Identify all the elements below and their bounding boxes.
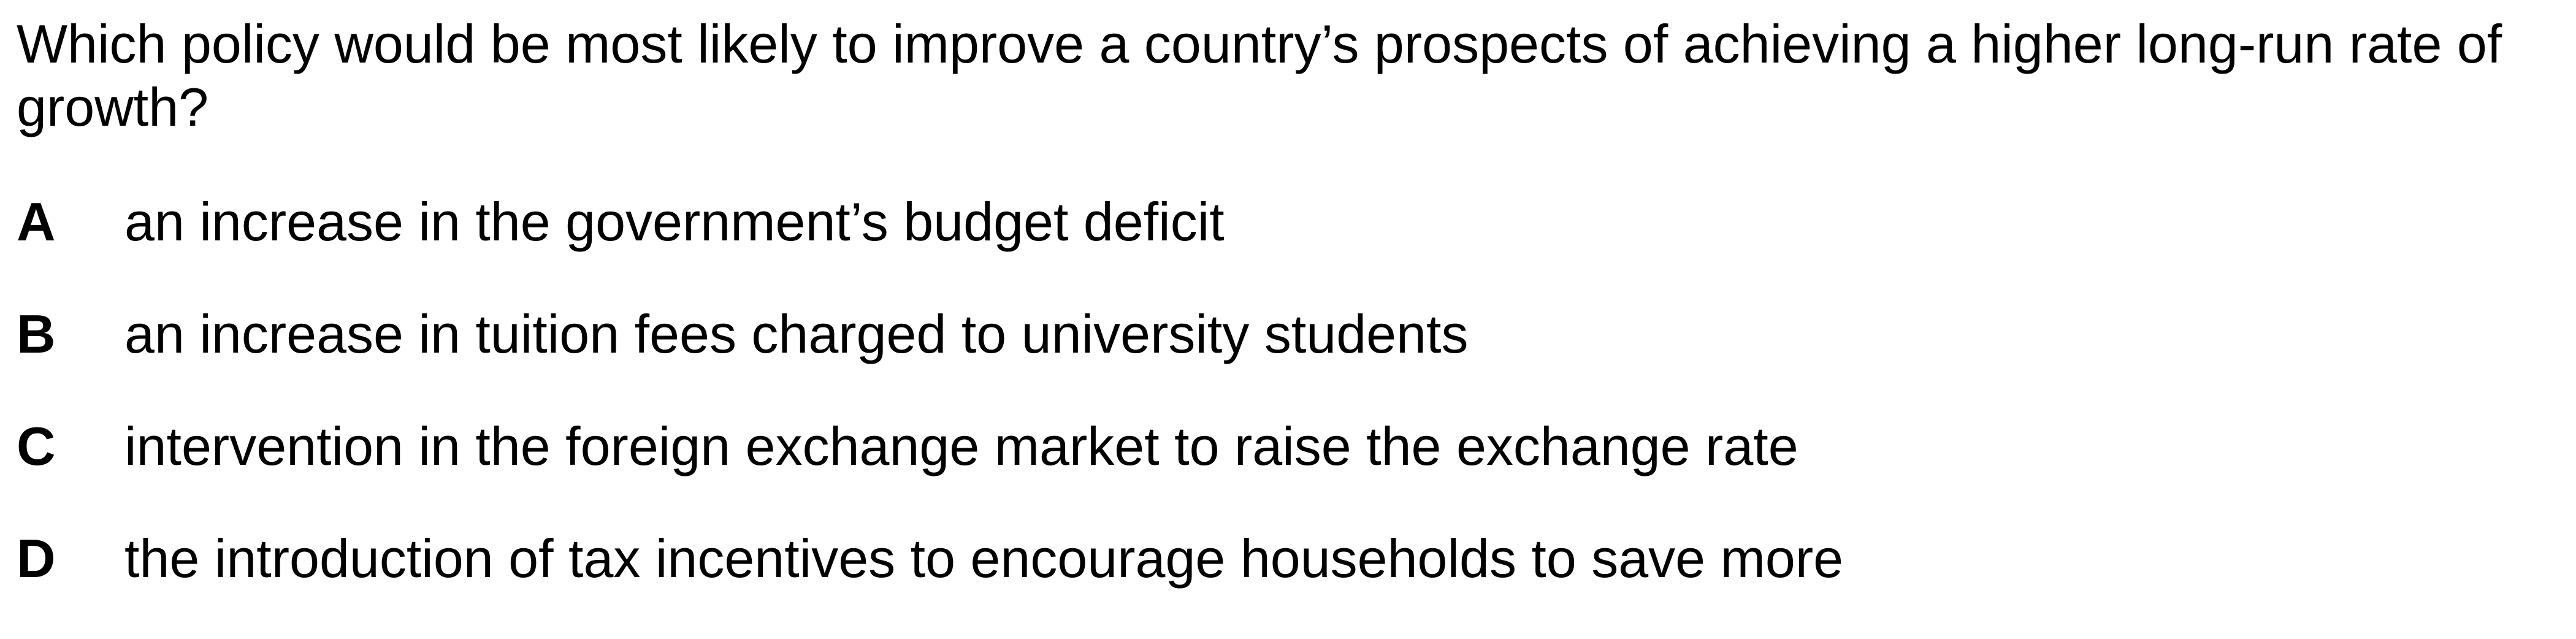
option-text: intervention in the foreign exchange mar…: [124, 416, 1798, 476]
option-letter: B: [17, 304, 56, 364]
option-letter: D: [17, 528, 56, 589]
option-letter: A: [17, 191, 56, 252]
option-text: the introduction of tax incentives to en…: [124, 528, 1844, 589]
answer-option-a: A an increase in the government’s budget…: [17, 190, 2543, 302]
option-letter: C: [17, 416, 56, 476]
answer-option-b: B an increase in tuition fees charged to…: [17, 302, 2543, 415]
answer-option-d: D the introduction of tax incentives to …: [17, 527, 2543, 639]
answer-options-list: A an increase in the government’s budget…: [17, 190, 2543, 639]
answer-option-c: C intervention in the foreign exchange m…: [17, 415, 2543, 527]
option-text: an increase in the government’s budget d…: [124, 191, 1225, 252]
option-text: an increase in tuition fees charged to u…: [124, 304, 1469, 364]
question-text: Which policy would be most likely to imp…: [17, 13, 2502, 137]
